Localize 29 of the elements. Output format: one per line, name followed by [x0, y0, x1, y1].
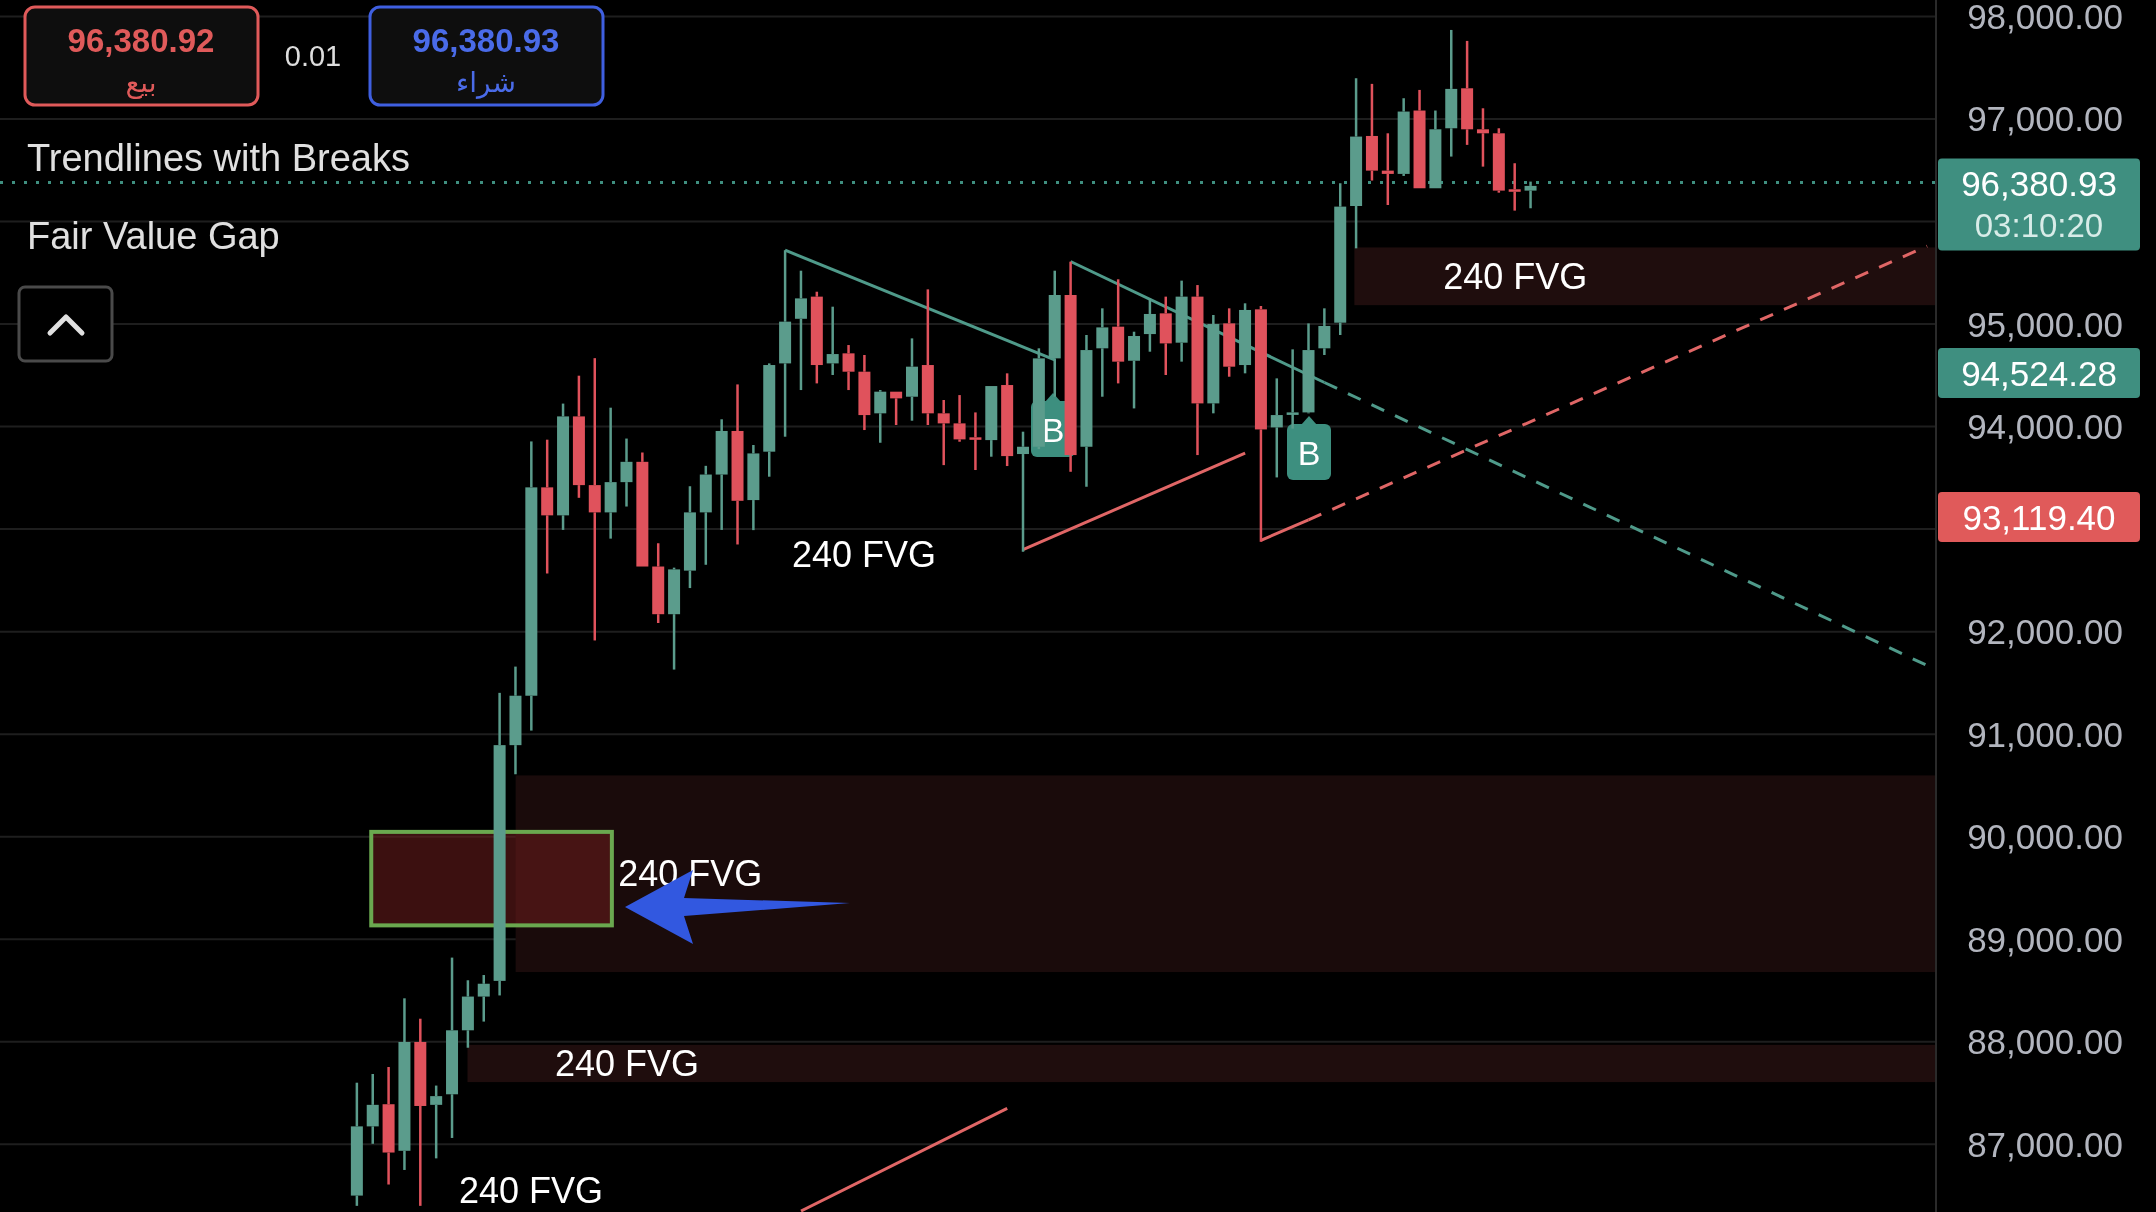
ref-line-label: 96,380.93 [1961, 163, 2117, 203]
note-label: B [1287, 416, 1331, 480]
y-tick-label: 97,000.00 [1967, 99, 2123, 139]
y-tick-label: 87,000.00 [1967, 1124, 2123, 1164]
y-tick-label: 94,000.00 [1967, 407, 2123, 447]
text: Fair Value Gap [27, 215, 280, 257]
annotation: 96,380.93 [412, 21, 560, 59]
band-label: 240 FVG [554, 1042, 700, 1084]
y-tick-label: 95,000.00 [1967, 304, 2123, 344]
text: 03:10:20 [1974, 206, 2104, 244]
text: 94,524.28 [1961, 353, 2117, 393]
annotation: شراء [456, 65, 516, 99]
annotation: بيع [125, 65, 157, 99]
annotation: 240 FVG [458, 1169, 604, 1211]
y-tick-label: 89,000.00 [1967, 919, 2123, 959]
y-tick-label: 92,000.00 [1967, 612, 2123, 652]
band-label: 240 FVG [618, 853, 763, 895]
y-tick-label: 91,000.00 [1967, 714, 2123, 754]
y-tick-label: 90,000.00 [1967, 817, 2123, 857]
band-label: 240 FVG [1443, 255, 1588, 297]
y-tick-label: 98,000.00 [1967, 0, 2123, 36]
text: Trendlines with Breaks [27, 137, 410, 179]
text: 93,119.40 [1962, 497, 2116, 537]
annotation: B [1041, 411, 1065, 449]
annotation: 0.01 [284, 40, 342, 72]
y-tick-label: 88,000.00 [1967, 1022, 2123, 1062]
annotation: 96,380.92 [67, 21, 215, 59]
annotation: B [1297, 434, 1321, 472]
annotation: 240 FVG [791, 533, 937, 575]
